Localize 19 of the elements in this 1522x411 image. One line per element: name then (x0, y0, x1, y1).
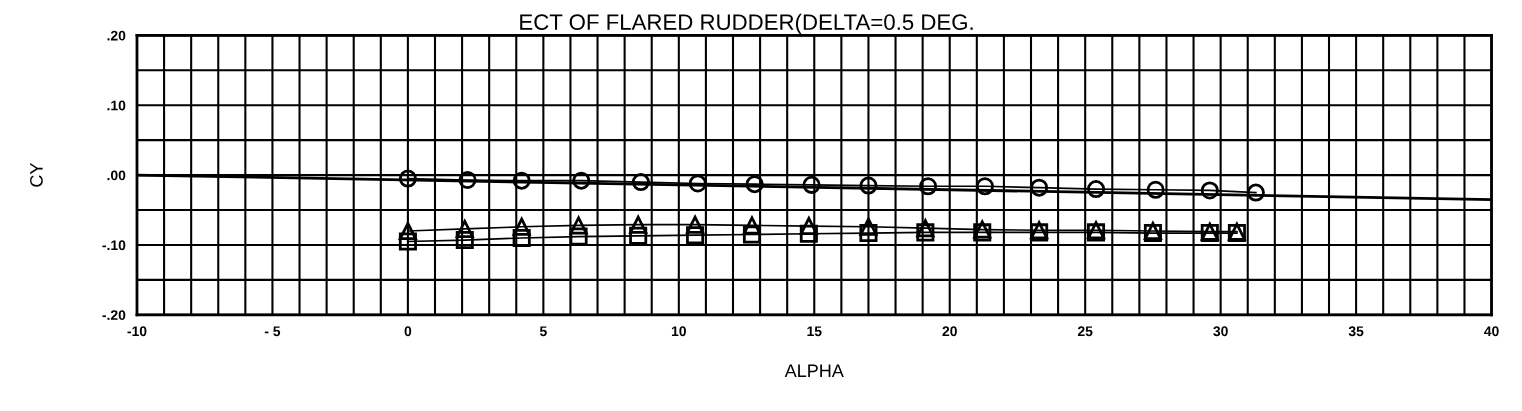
y-tick-label: .10 (107, 100, 126, 111)
x-tick-label: 15 (807, 326, 822, 337)
x-tick-label: - 5 (264, 326, 281, 337)
y-tick-label: -.20 (102, 310, 126, 320)
y-tick-label: -.10 (102, 240, 126, 251)
x-tick-label: 5 (539, 326, 547, 337)
x-tick-label: 35 (1348, 326, 1364, 337)
x-tick-label: 40 (1484, 326, 1499, 337)
y-tick-label: .20 (107, 30, 126, 41)
x-tick-label: -10 (127, 326, 147, 337)
y-axis-title: CY (30, 162, 43, 187)
x-tick-label: 30 (1213, 326, 1228, 337)
x-tick-label: 0 (404, 326, 412, 337)
x-axis-title: ALPHA (784, 364, 844, 377)
x-tick-label: 25 (1077, 326, 1093, 337)
x-tick-label: 20 (942, 326, 957, 337)
y-tick-label: .00 (107, 170, 126, 181)
chart-title: ECT OF FLARED RUDDER(DELTA=0.5 DEG. (520, 13, 973, 35)
x-tick-label: 10 (671, 326, 686, 337)
